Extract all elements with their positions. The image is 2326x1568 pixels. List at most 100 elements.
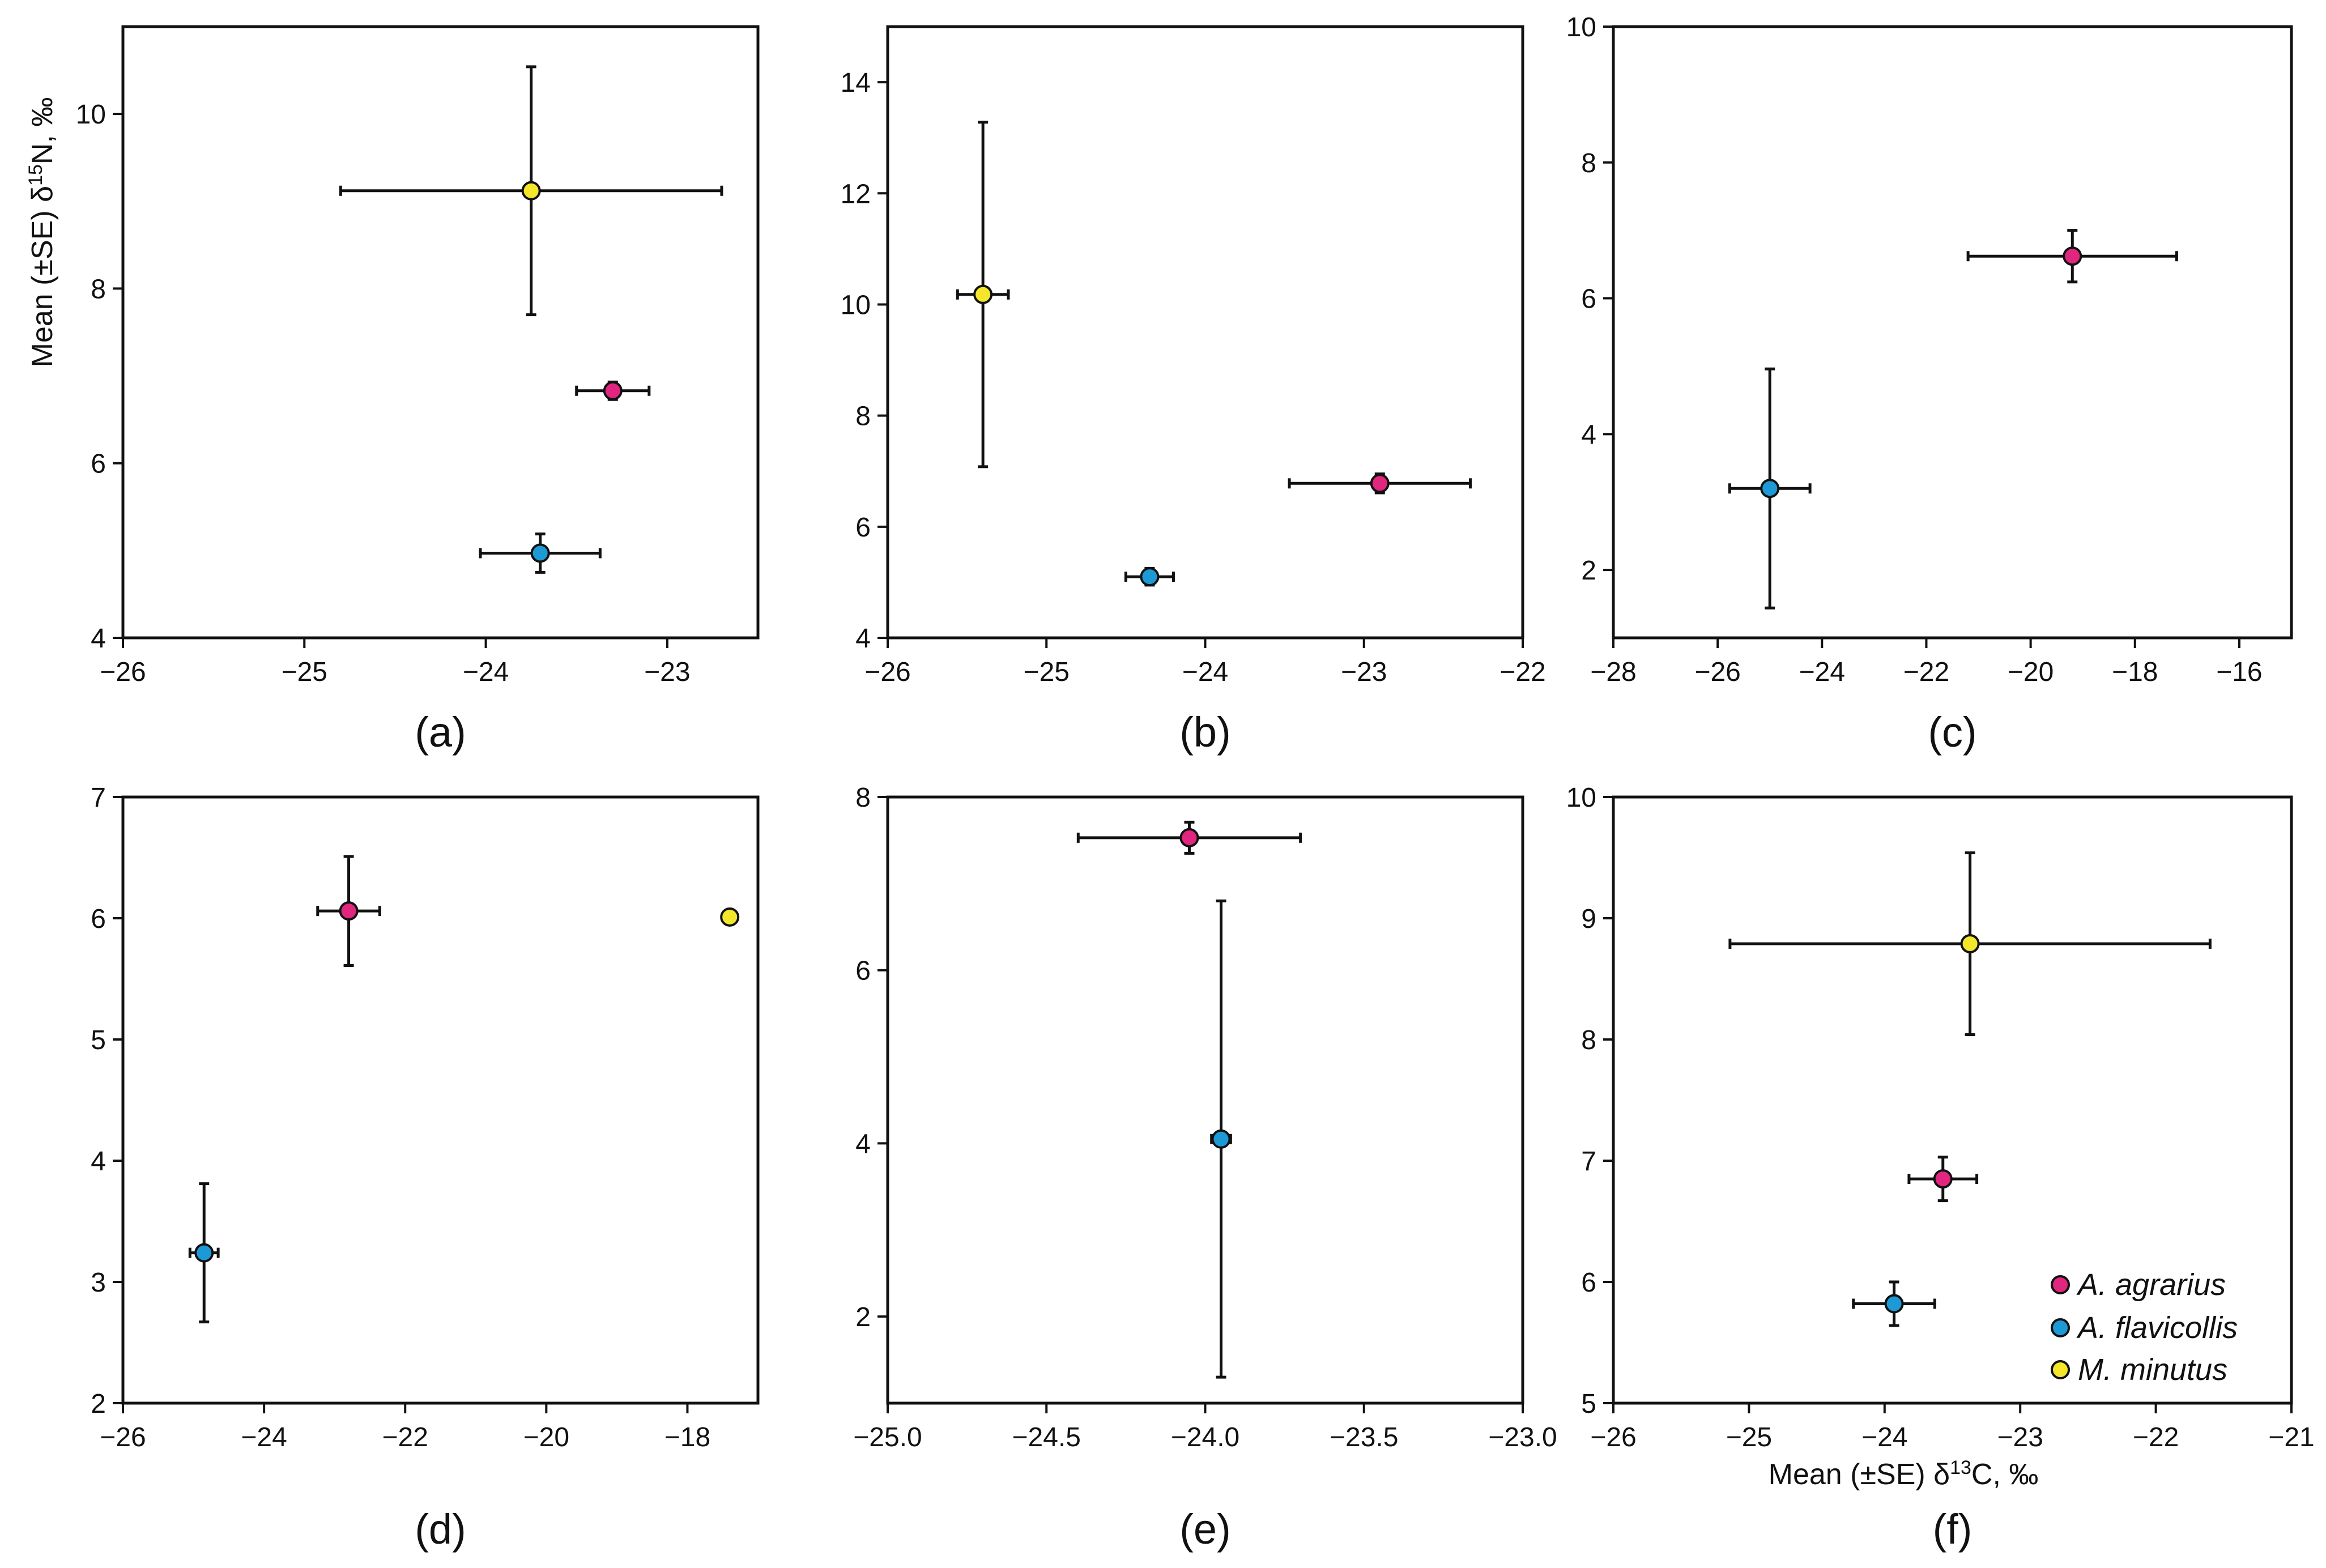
panel-c-point-agrarius [1966,229,2178,284]
panel-f-y-tick-label: 8 [1581,1025,1596,1055]
panel-d-label: (d) [415,1506,466,1553]
panel-d-marker-flavicollis [194,1243,214,1263]
legend-item-agrarius: A. agrarius [2051,1268,2226,1302]
panel-a-y-tick-label: 6 [91,449,106,479]
panel-c-frame [1612,25,2293,640]
panel-d-y-tick-label: 3 [91,1268,106,1298]
panel-a-label: (a) [415,709,466,756]
panel-b-marker-minutus [973,284,993,304]
panel-e-y-tick-label: 6 [855,956,871,986]
y-axis-title: Mean (±SE) δ15N, ‰ [25,97,59,368]
panel-a-marker-minutus [521,181,541,201]
panel-f-x-tick-label: −23 [1997,1422,2043,1452]
panel-a-y-tick-label: 8 [91,274,106,304]
panel-e-x-tick-label: −25.0 [853,1422,922,1452]
panel-a-x-tick-label: −26 [100,657,146,687]
panel-c-y-tick-label: 8 [1581,148,1596,178]
panel-b-point-flavicollis [1124,566,1175,587]
panel-f-marker-agrarius [1933,1169,1953,1189]
panel-b-x-tick-label: −24 [1182,657,1228,687]
panel-e-x-tick-label: −24.5 [1012,1422,1081,1452]
panel-f: −26 −25 −24 −23 −22 −21 5 6 7 8 9 10 (f) [1566,783,2315,1553]
panel-f-point-flavicollis [1852,1280,1936,1327]
panel-e-point-agrarius [1076,820,1302,855]
panel-a-y-tick-label: 10 [76,100,106,130]
panel-d-frame [121,795,760,1405]
panel-e-y-tick-label: 4 [855,1129,871,1159]
panel-b-point-minutus [956,121,1010,468]
panel-e-point-flavicollis [1210,899,1232,1379]
panel-b: −26 −25 −24 −23 −22 4 6 8 10 12 14 (b) [841,25,1546,756]
legend-marker-flavicollis [2051,1318,2070,1337]
panel-c-marker-agrarius [2063,246,2082,266]
panel-c: −28 −26 −24 −22 −20 −18 −16 2 4 6 8 10 (c) [1566,12,2293,756]
legend: A. agrarius A. flavicollis M. minutus [2051,1268,2238,1387]
panel-d: −26 −24 −22 −20 −18 2 3 4 5 6 7 (d) [91,783,760,1553]
panel-c-x-tick-label: −26 [1694,657,1740,687]
panel-f-y-tick-label: 7 [1581,1147,1596,1177]
panel-d-point-agrarius [316,855,381,967]
legend-label-flavicollis: A. flavicollis [2076,1311,2238,1345]
panel-f-y-tick-label: 9 [1581,904,1596,934]
panel-d-x-tick-label: −20 [523,1422,569,1452]
panel-e-x-tick-label: −23.0 [1488,1422,1557,1452]
panel-e-x-tick-label: −23.5 [1330,1422,1398,1452]
panel-c-y-tick-label: 2 [1581,556,1596,586]
panel-c-y-tick-label: 10 [1566,12,1596,42]
panel-b-y-tick-label: 4 [855,624,871,654]
panel-c-y-tick-label: 4 [1581,420,1596,450]
panel-b-x-tick-label: −26 [864,657,910,687]
legend-label-minutus: M. minutus [2078,1353,2227,1387]
panel-f-x-tick-label: −22 [2133,1422,2179,1452]
panel-f-label: (f) [1933,1506,1973,1553]
panel-f-x-tick-label: −26 [1590,1422,1636,1452]
legend-item-flavicollis: A. flavicollis [2051,1311,2238,1345]
panel-d-y-tick-label: 7 [91,783,106,813]
panel-f-point-minutus [1728,851,2212,1036]
panel-d-x-tick-label: −24 [241,1422,287,1452]
panel-c-x-tick-label: −24 [1799,657,1845,687]
panel-a-frame [121,25,760,640]
panel-f-y-tick-label: 6 [1581,1268,1596,1298]
panel-f-marker-minutus [1960,934,1980,953]
panel-b-y-tick-label: 8 [855,402,871,432]
panel-a-y-tick-label: 4 [91,624,106,654]
panel-a-x-tick-label: −24 [463,657,509,687]
legend-item-minutus: M. minutus [2051,1353,2227,1387]
panel-b-frame [886,25,1524,640]
panel-b-x-tick-label: −23 [1341,657,1387,687]
panel-f-x-tick-label: −24 [1861,1422,1907,1452]
panel-a-point-agrarius [575,380,651,401]
panel-e: −25.0 −24.5 −24.0 −23.5 −23.0 2 4 6 8 (e) [853,783,1557,1553]
panel-f-y-tick-label: 10 [1566,783,1596,813]
panel-e-y-tick-label: 2 [855,1302,871,1332]
panel-d-y-tick-label: 2 [91,1389,106,1419]
panel-f-y-tick-label: 5 [1581,1389,1596,1419]
panel-d-y-tick-label: 4 [91,1147,106,1177]
panel-a-marker-flavicollis [530,543,550,563]
panel-a: −26 −25 −24 −23 4 6 8 10 (a) [76,25,760,756]
panel-e-marker-agrarius [1179,828,1199,847]
panel-f-frame [1612,795,2293,1405]
panel-e-label: (e) [1179,1506,1230,1553]
panel-b-y-tick-label: 14 [841,68,871,98]
panel-d-marker-agrarius [339,901,359,921]
panel-c-y-tick-label: 6 [1581,284,1596,314]
panel-b-x-tick-label: −25 [1024,657,1070,687]
panel-a-point-flavicollis [479,532,602,574]
panel-e-frame [886,795,1524,1405]
panel-c-x-tick-label: −16 [2216,657,2262,687]
panel-c-point-flavicollis [1728,367,1812,610]
x-axis-title: Mean (±SE) δ13C, ‰ [1769,1457,2039,1491]
panel-a-point-minutus [339,65,723,317]
legend-label-agrarius: A. agrarius [2076,1268,2226,1302]
panel-b-y-tick-label: 6 [855,513,871,543]
panel-b-x-tick-label: −22 [1499,657,1545,687]
panel-c-x-tick-label: −22 [1903,657,1949,687]
legend-marker-agrarius [2051,1275,2070,1294]
panel-d-point-flavicollis [188,1182,220,1324]
panel-f-x-tick-label: −25 [1726,1422,1772,1452]
panel-d-y-tick-label: 5 [91,1025,106,1055]
panel-c-x-tick-label: −20 [2008,657,2054,687]
panel-c-x-tick-label: −18 [2112,657,2158,687]
